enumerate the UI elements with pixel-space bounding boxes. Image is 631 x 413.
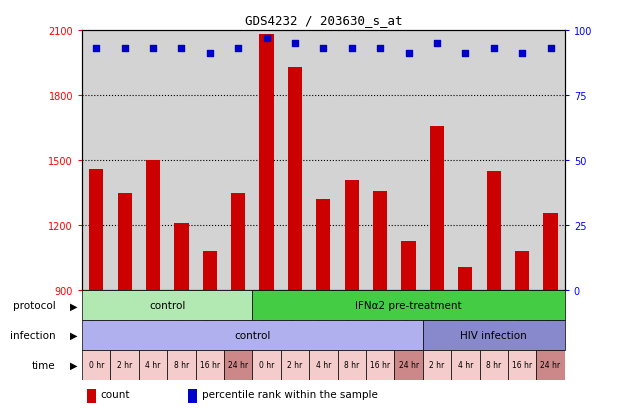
Bar (146, 161, 160, 413)
Bar (231, 193, 245, 413)
Text: 8 hr: 8 hr (344, 361, 360, 370)
Bar (536, 350, 565, 380)
Bar (508, 350, 536, 380)
Bar (87, 389, 95, 403)
Bar (515, 252, 529, 413)
Text: 4 hr: 4 hr (316, 361, 331, 370)
Text: ▶: ▶ (69, 301, 77, 311)
Text: 0 hr: 0 hr (259, 361, 274, 370)
Text: count: count (100, 389, 130, 399)
Bar (480, 350, 508, 380)
Bar (345, 180, 359, 413)
Bar (543, 214, 558, 413)
Point (262, 36, 272, 42)
Text: 24 hr: 24 hr (228, 361, 248, 370)
Bar (401, 241, 416, 413)
Point (347, 46, 357, 52)
Text: infection: infection (10, 330, 56, 340)
Bar (196, 350, 224, 380)
Bar (316, 200, 331, 413)
Point (120, 46, 130, 52)
Bar (458, 267, 473, 413)
Point (177, 46, 187, 52)
Bar (309, 350, 338, 380)
Text: control: control (149, 301, 186, 311)
Bar (394, 350, 423, 380)
Text: ▶: ▶ (69, 330, 77, 340)
Text: 2 hr: 2 hr (287, 361, 303, 370)
Text: 16 hr: 16 hr (200, 361, 220, 370)
Text: percentile rank within the sample: percentile rank within the sample (202, 389, 377, 399)
Text: ▶: ▶ (69, 360, 77, 370)
Bar (487, 172, 501, 413)
Bar (174, 224, 189, 413)
Point (233, 46, 244, 52)
Text: 24 hr: 24 hr (399, 361, 418, 370)
Bar (139, 350, 167, 380)
Bar (203, 252, 217, 413)
Bar (110, 350, 139, 380)
Text: 16 hr: 16 hr (370, 361, 390, 370)
Point (546, 46, 556, 52)
Bar (423, 320, 565, 350)
Text: 8 hr: 8 hr (174, 361, 189, 370)
Bar (366, 350, 394, 380)
Text: IFNα2 pre-treatment: IFNα2 pre-treatment (355, 301, 462, 311)
Text: 0 hr: 0 hr (88, 361, 104, 370)
Point (404, 51, 414, 58)
Bar (167, 350, 196, 380)
Bar (252, 291, 565, 320)
Point (461, 51, 471, 58)
Text: 4 hr: 4 hr (145, 361, 161, 370)
Bar (252, 350, 281, 380)
Bar (288, 68, 302, 413)
Bar (338, 350, 366, 380)
Point (205, 51, 215, 58)
Text: 4 hr: 4 hr (457, 361, 473, 370)
Bar (188, 389, 197, 403)
Text: 2 hr: 2 hr (429, 361, 445, 370)
Text: protocol: protocol (13, 301, 56, 311)
Bar (259, 35, 274, 413)
Text: GDS4232 / 203630_s_at: GDS4232 / 203630_s_at (245, 14, 402, 27)
Text: 2 hr: 2 hr (117, 361, 133, 370)
Point (489, 46, 499, 52)
Bar (82, 291, 252, 320)
Point (432, 40, 442, 47)
Point (319, 46, 329, 52)
Point (375, 46, 386, 52)
Bar (373, 191, 387, 413)
Text: control: control (234, 330, 271, 340)
Bar (430, 126, 444, 413)
Bar (281, 350, 309, 380)
Bar (224, 350, 252, 380)
Point (91, 46, 102, 52)
Text: 16 hr: 16 hr (512, 361, 532, 370)
Bar (82, 350, 110, 380)
Point (148, 46, 158, 52)
Text: HIV infection: HIV infection (461, 330, 527, 340)
Bar (117, 193, 132, 413)
Bar (89, 169, 103, 413)
Point (290, 40, 300, 47)
Text: 8 hr: 8 hr (486, 361, 502, 370)
Bar (82, 320, 423, 350)
Bar (423, 350, 451, 380)
Bar (451, 350, 480, 380)
Text: 24 hr: 24 hr (541, 361, 560, 370)
Point (517, 51, 528, 58)
Text: time: time (32, 360, 56, 370)
